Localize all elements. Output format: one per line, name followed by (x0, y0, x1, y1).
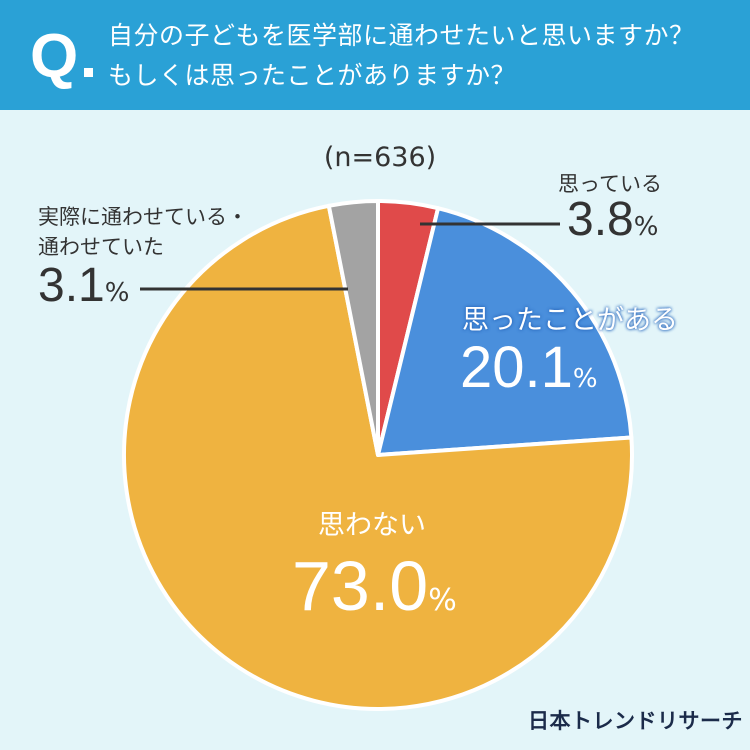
slice-4-value-group: 3.1% (38, 258, 129, 313)
sample-size-label: (n=636) (323, 142, 437, 173)
question-line-2: もしくは思ったことがありますか？ (108, 61, 517, 90)
slice-2-value: 20.1 (460, 335, 573, 400)
question-header: Q 自分の子どもを医学部に通わせたいと思いますか？ もしくは思ったことがあります… (0, 0, 750, 110)
slice-1-unit: % (633, 212, 659, 242)
slice-4-label: 実際に通わせている・ 通わせていた (38, 202, 248, 262)
slice-4-unit: % (104, 278, 130, 308)
slice-4-label-line-1: 実際に通わせている・ (38, 205, 248, 229)
question-line-1: 自分の子どもを医学部に通わせたいと思いますか？ (108, 21, 695, 50)
q-letter: Q (30, 22, 79, 91)
slice-4-label-line-2: 通わせていた (38, 235, 164, 259)
slice-2-unit: % (572, 364, 598, 394)
slice-4-value: 3.1 (38, 259, 105, 312)
slice-1-value-group: 3.8% (567, 192, 658, 247)
slice-3-value: 73.0 (292, 547, 429, 625)
question-text: 自分の子どもを医学部に通わせたいと思いますか？ もしくは思ったことがありますか？ (108, 16, 738, 96)
pie-slice-2 (376, 206, 634, 457)
pie-slice-3 (122, 203, 634, 711)
slice-3-value-group: 73.0% (292, 546, 457, 626)
slice-2-label: 思ったことがある (462, 305, 678, 336)
slice-3-unit: % (428, 583, 457, 618)
slice-1-value: 3.8 (567, 193, 634, 246)
slice-2-value-group: 20.1% (460, 334, 598, 401)
slice-3-label: 思わない (318, 510, 426, 541)
pie-slice-4 (326, 199, 380, 457)
brand-logo: 日本トレンドリサーチ (528, 709, 743, 733)
q-dot (84, 68, 93, 77)
slice-1-label: 思っている (558, 172, 662, 196)
